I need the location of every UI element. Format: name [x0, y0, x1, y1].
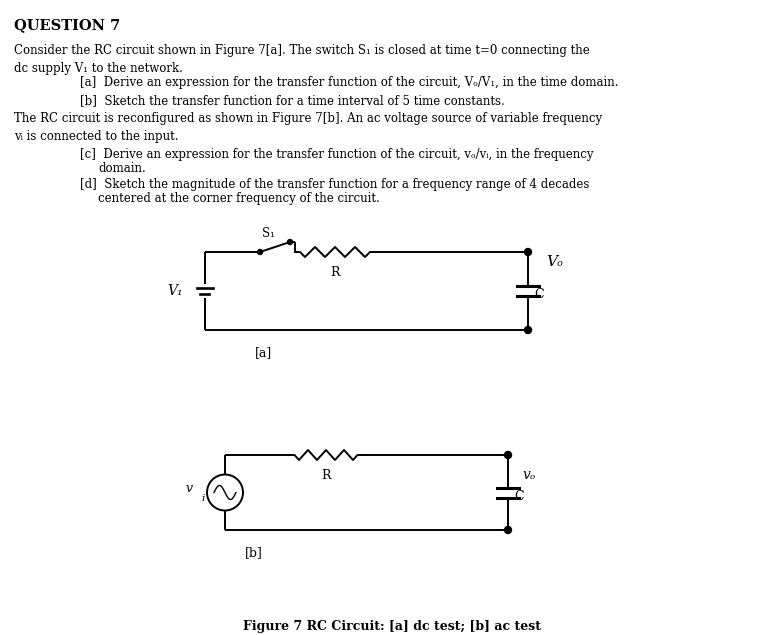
Circle shape [504, 451, 511, 458]
Text: [c]  Derive an expression for the transfer function of the circuit, vₒ/vᵢ, in th: [c] Derive an expression for the transfe… [80, 148, 593, 161]
Circle shape [288, 239, 292, 244]
Text: [a]  Derive an expression for the transfer function of the circuit, Vₒ/V₁, in th: [a] Derive an expression for the transfe… [80, 76, 619, 89]
Text: Vₒ: Vₒ [546, 255, 563, 269]
Text: The RC circuit is reconfigured as shown in Figure 7[b]. An ac voltage source of : The RC circuit is reconfigured as shown … [14, 112, 602, 143]
Text: [d]  Sketch the magnitude of the transfer function for a frequency range of 4 de: [d] Sketch the magnitude of the transfer… [80, 178, 590, 191]
Text: [b]: [b] [245, 546, 263, 559]
Text: C: C [514, 490, 524, 503]
Text: QUESTION 7: QUESTION 7 [14, 18, 120, 32]
Text: vₒ: vₒ [522, 468, 535, 482]
Circle shape [524, 326, 532, 333]
Text: S₁: S₁ [262, 227, 275, 240]
Text: V₁: V₁ [167, 284, 183, 298]
Text: [a]: [a] [255, 346, 272, 359]
Text: domain.: domain. [98, 162, 146, 175]
Text: C: C [534, 288, 543, 302]
Text: v: v [186, 482, 193, 495]
Circle shape [524, 248, 532, 255]
Circle shape [504, 526, 511, 533]
Text: i: i [201, 494, 205, 503]
Text: Consider the RC circuit shown in Figure 7[a]. The switch S₁ is closed at time t=: Consider the RC circuit shown in Figure … [14, 44, 590, 75]
Text: centered at the corner frequency of the circuit.: centered at the corner frequency of the … [98, 192, 379, 205]
Text: R: R [321, 469, 331, 482]
Circle shape [257, 250, 263, 255]
Text: Figure 7 RC Circuit: [a] dc test; [b] ac test: Figure 7 RC Circuit: [a] dc test; [b] ac… [243, 620, 541, 633]
Text: [b]  Sketch the transfer function for a time interval of 5 time constants.: [b] Sketch the transfer function for a t… [80, 94, 505, 107]
Text: R: R [330, 266, 339, 279]
